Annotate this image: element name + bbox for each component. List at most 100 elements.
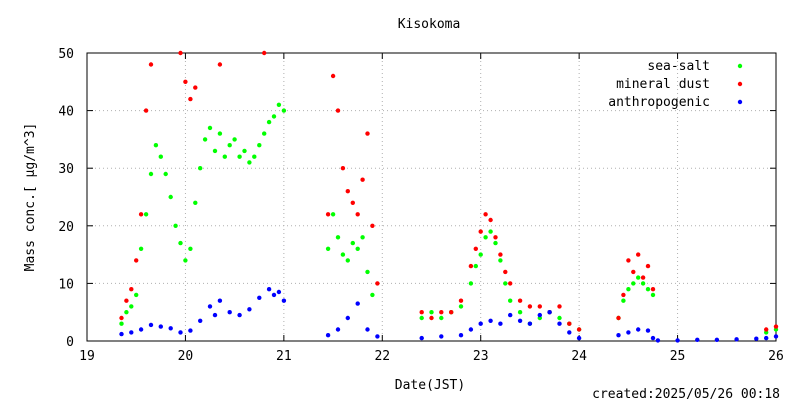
y-tick-label: 40 [58, 105, 74, 120]
x-tick-label: 26 [768, 349, 784, 364]
data-point [449, 310, 454, 315]
data-point [252, 154, 257, 159]
x-tick-label: 19 [79, 349, 95, 364]
created-timestamp: created:2025/05/26 00:18 [592, 387, 780, 400]
data-point [429, 315, 434, 321]
data-point [493, 240, 498, 246]
data-point [138, 327, 144, 332]
data-point [345, 258, 350, 263]
data-point [567, 330, 572, 335]
data-point [217, 131, 223, 136]
data-point [217, 62, 223, 67]
data-point [153, 143, 159, 148]
data-point [178, 330, 183, 335]
data-point [370, 292, 375, 298]
y-tick-label: 10 [58, 277, 74, 292]
data-point [375, 281, 380, 286]
data-point [325, 333, 331, 338]
y-tick-label: 50 [58, 47, 74, 62]
data-point [335, 108, 341, 113]
data-point [178, 50, 183, 56]
data-point [143, 108, 149, 113]
data-point [207, 125, 213, 131]
legend: sea-salt mineral dust anthropogenic [608, 59, 743, 110]
legend-label: anthropogenic [608, 95, 710, 110]
data-point [365, 327, 370, 332]
data-point [355, 246, 360, 251]
x-tick-label: 22 [374, 349, 390, 364]
data-point [237, 312, 242, 318]
data-point [222, 154, 227, 159]
data-point [335, 235, 341, 240]
x-tick-label: 24 [571, 349, 587, 364]
data-point [621, 292, 626, 298]
data-point [188, 328, 193, 333]
data-point [626, 258, 631, 263]
data-point [650, 292, 656, 298]
legend-marker [737, 99, 743, 105]
data-point [193, 200, 198, 205]
data-point [640, 275, 646, 280]
data-point [695, 337, 700, 342]
data-point [365, 131, 370, 136]
data-point [483, 212, 488, 217]
legend-label: sea-salt [647, 59, 710, 74]
data-point [419, 310, 424, 315]
data-point [773, 334, 779, 339]
chart-title: Kisokoma [398, 17, 461, 32]
data-point [773, 324, 779, 329]
data-point [503, 269, 508, 275]
data-point [439, 334, 444, 339]
data-point [734, 337, 739, 342]
data-point [262, 131, 267, 136]
data-point [439, 310, 444, 315]
data-point [257, 143, 262, 148]
data-point [202, 137, 208, 142]
data-point [645, 328, 651, 333]
data-point [764, 335, 769, 341]
data-point [650, 287, 656, 292]
x-axis-ticks: 19 20 21 22 23 24 25 26 [79, 53, 784, 364]
data-point [360, 177, 365, 182]
data-point [503, 281, 508, 286]
data-point [419, 315, 424, 321]
data-point [325, 212, 331, 217]
data-point [488, 318, 493, 323]
data-point [567, 321, 572, 326]
data-point [188, 246, 193, 251]
data-point [375, 334, 380, 339]
y-axis-label: Mass conc.[ μg/m^3] [23, 123, 38, 272]
data-point [138, 246, 144, 251]
x-tick-label: 25 [670, 349, 686, 364]
data-point [335, 327, 341, 332]
data-point [488, 229, 493, 234]
data-point [198, 166, 203, 171]
data-point [764, 327, 769, 332]
data-point [212, 148, 218, 154]
data-point [276, 289, 282, 295]
data-point [473, 263, 478, 269]
data-point [557, 315, 562, 321]
data-point [537, 312, 542, 318]
data-point [508, 281, 513, 286]
data-point [183, 258, 188, 263]
data-point [650, 335, 656, 341]
data-point [119, 321, 124, 326]
data-point [527, 304, 533, 309]
data-point [276, 102, 282, 108]
data-point [266, 119, 272, 125]
data-point [458, 304, 464, 309]
data-point [271, 292, 277, 298]
data-point [158, 154, 163, 159]
legend-marker [737, 81, 743, 87]
data-point [242, 148, 247, 154]
data-point [419, 335, 424, 341]
data-point [345, 189, 350, 194]
x-axis-label: Date(JST) [395, 378, 465, 393]
data-point [188, 96, 193, 102]
data-point [360, 235, 365, 240]
plot-frame-group [86, 52, 777, 342]
legend-marker [737, 63, 743, 69]
y-tick-label: 0 [66, 335, 74, 350]
